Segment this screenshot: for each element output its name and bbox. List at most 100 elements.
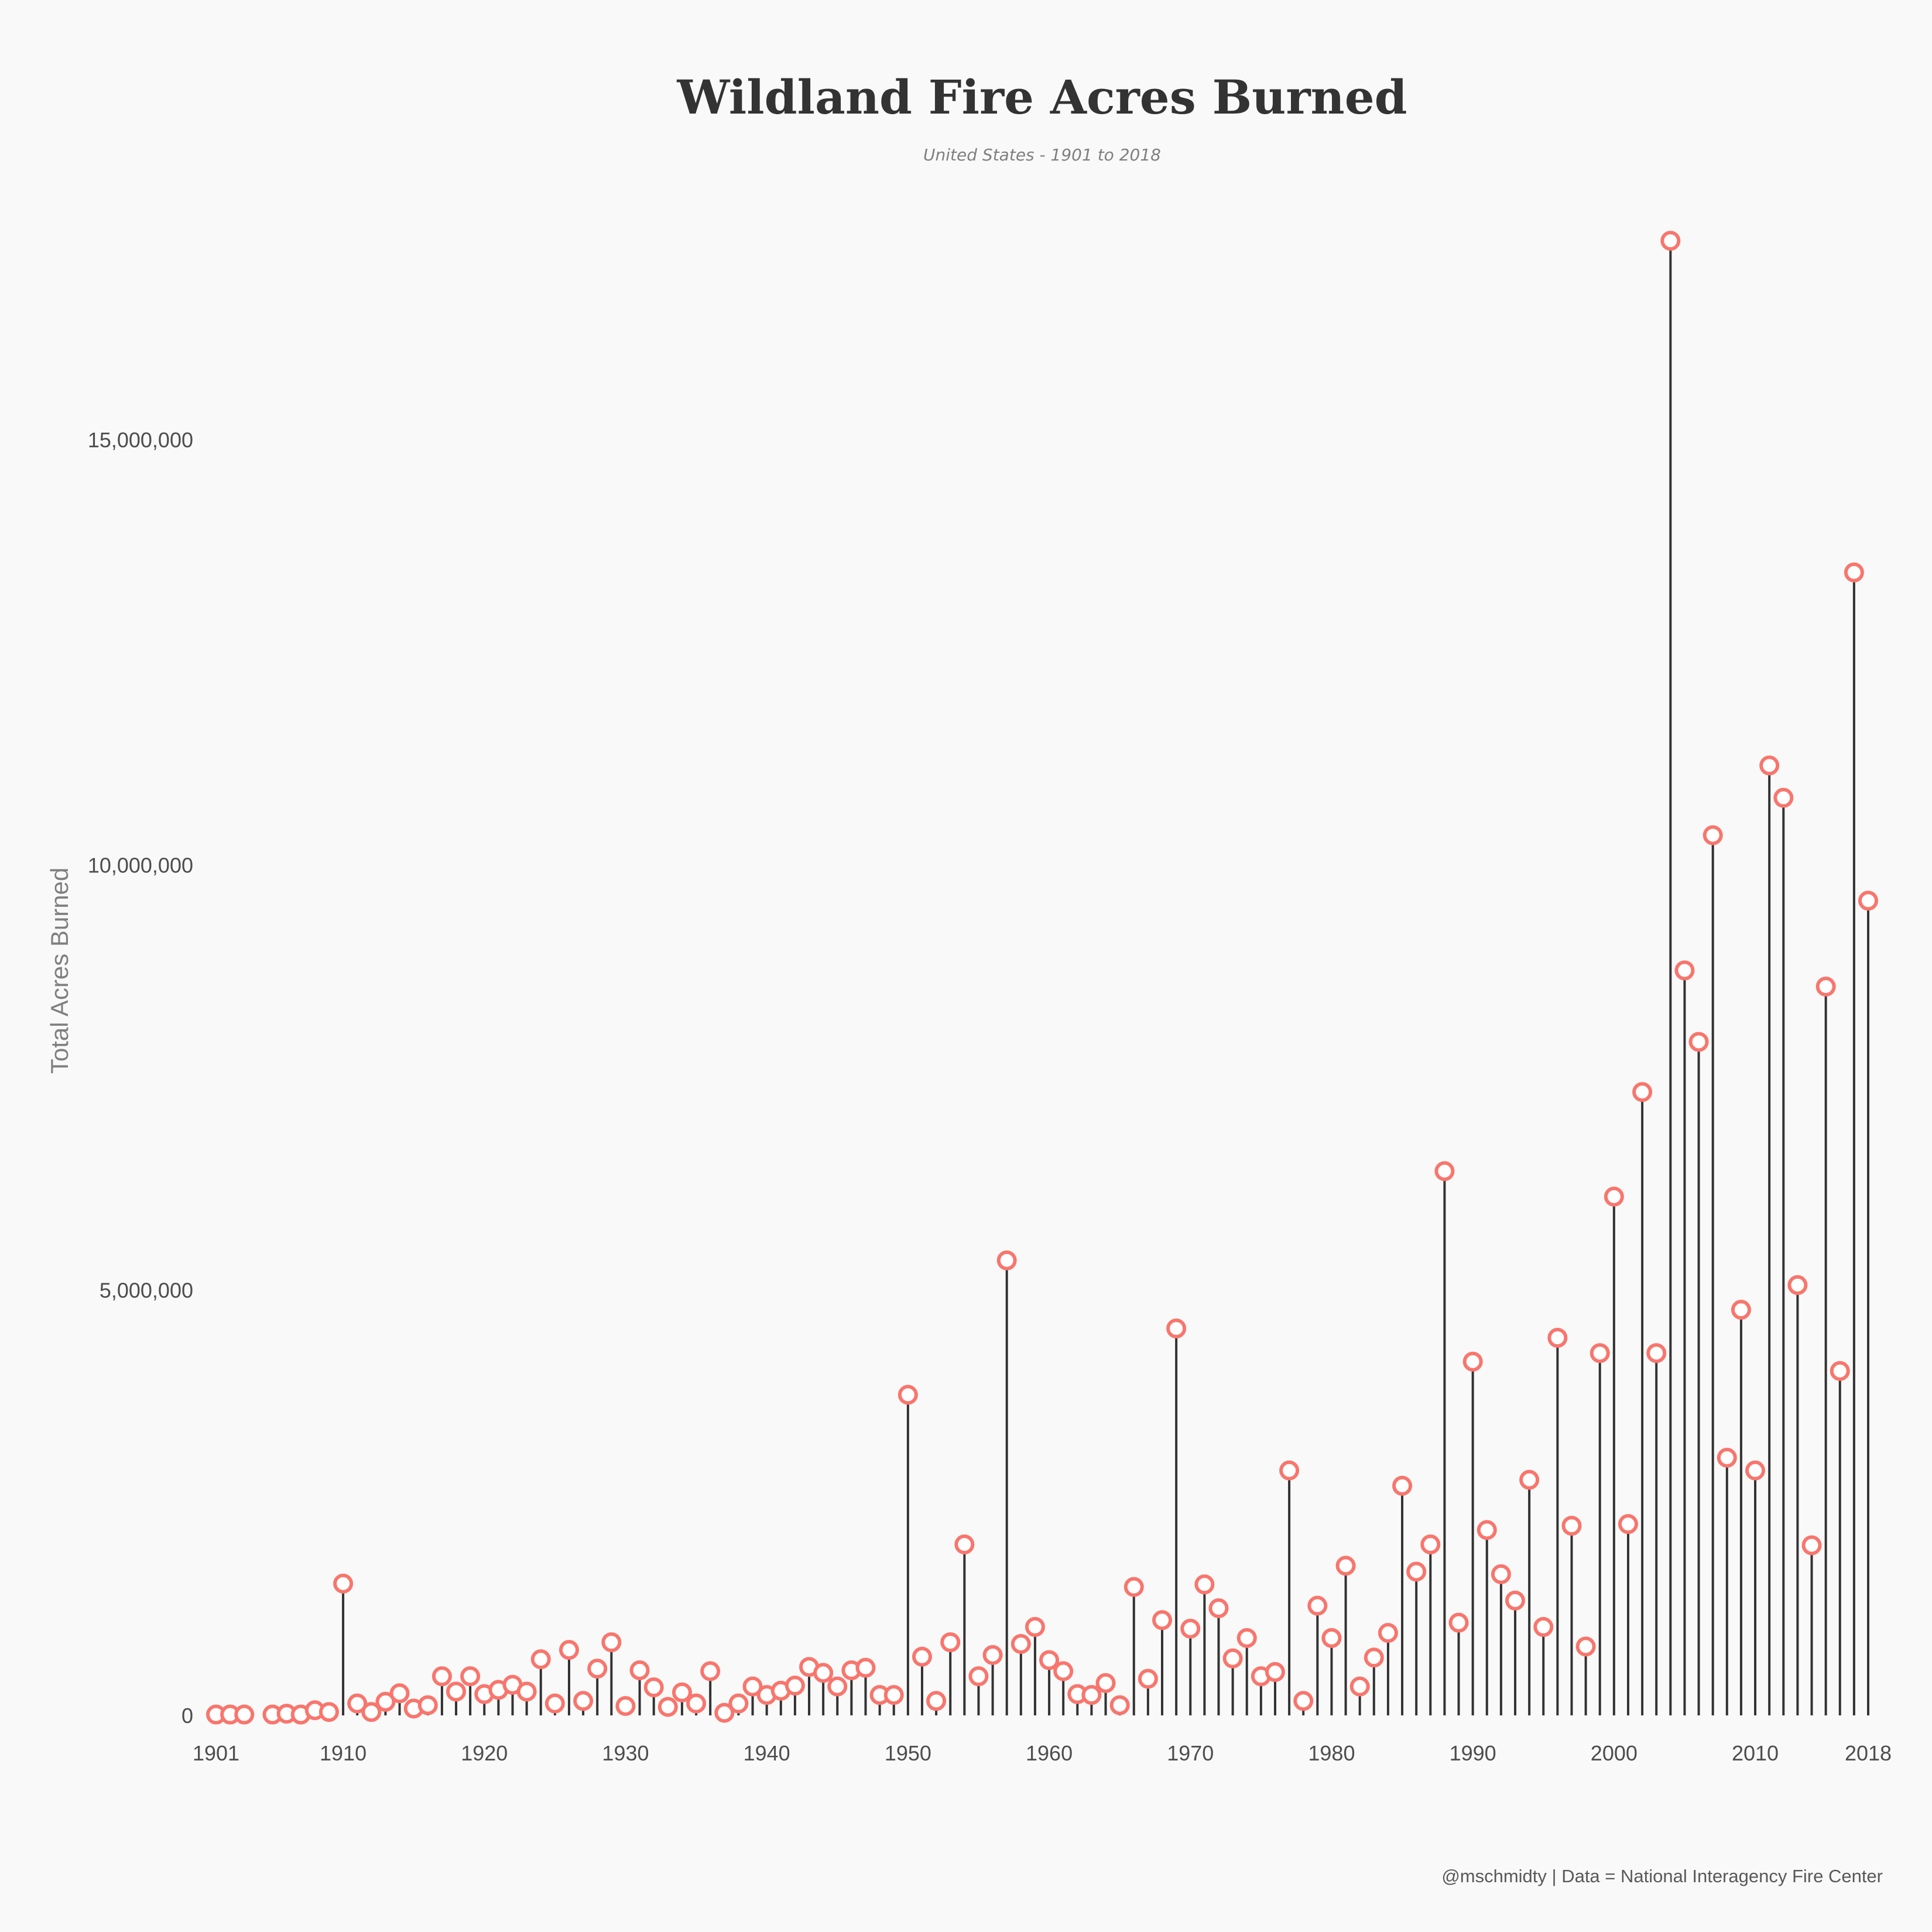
- point-1917: [431, 1666, 452, 1687]
- point-1964: [1095, 1673, 1116, 1693]
- point-1977: [1279, 1460, 1300, 1481]
- point-2013: [1787, 1275, 1808, 1295]
- point-1978: [1293, 1691, 1314, 1711]
- point-1950: [898, 1385, 918, 1405]
- point-1970: [1180, 1618, 1201, 1639]
- point-1925: [544, 1693, 565, 1714]
- point-2007: [1703, 825, 1723, 845]
- point-1956: [982, 1645, 1003, 1665]
- point-1980: [1321, 1628, 1342, 1648]
- point-1985: [1392, 1475, 1413, 1496]
- point-1942: [785, 1676, 805, 1696]
- chart-subtitle: United States - 1901 to 2018: [923, 145, 1161, 165]
- point-1994: [1519, 1469, 1540, 1490]
- point-1992: [1491, 1564, 1511, 1584]
- point-1938: [728, 1693, 749, 1714]
- point-1990: [1462, 1351, 1483, 1372]
- point-1918: [446, 1681, 467, 1702]
- point-1963: [1081, 1685, 1102, 1705]
- point-1934: [672, 1682, 692, 1703]
- x-axis-ticks: 1901 1910 1920 1930 1940 1950 1960 1970 1980 1990…: [193, 1741, 1892, 1765]
- x-tick-label: 1920: [461, 1741, 508, 1765]
- y-tick-label: 15,000,000: [88, 428, 193, 452]
- point-1986: [1406, 1561, 1427, 1582]
- y-tick-label: 5,000,000: [100, 1279, 193, 1303]
- point-1916: [417, 1695, 438, 1715]
- point-1968: [1152, 1610, 1173, 1630]
- y-axis-title: Total Acres Burned: [46, 868, 73, 1074]
- point-1924: [530, 1649, 551, 1670]
- point-1961: [1053, 1661, 1074, 1681]
- point-1988: [1434, 1161, 1455, 1181]
- point-1969: [1166, 1318, 1187, 1339]
- x-tick-label: 1930: [602, 1741, 649, 1765]
- point-1993: [1505, 1590, 1526, 1611]
- point-2017: [1844, 562, 1864, 583]
- point-1914: [389, 1683, 410, 1704]
- point-1903: [234, 1704, 255, 1725]
- point-1955: [968, 1666, 989, 1687]
- point-1931: [629, 1660, 650, 1681]
- point-1933: [657, 1697, 678, 1717]
- point-1952: [926, 1691, 947, 1711]
- point-1972: [1208, 1598, 1229, 1618]
- point-1949: [883, 1685, 904, 1705]
- point-1966: [1123, 1577, 1144, 1597]
- point-2014: [1801, 1535, 1822, 1556]
- point-2018: [1858, 890, 1878, 911]
- point-1928: [587, 1659, 608, 1679]
- point-1981: [1335, 1556, 1356, 1576]
- point-2012: [1773, 787, 1794, 808]
- point-2003: [1646, 1343, 1667, 1364]
- point-1996: [1547, 1328, 1568, 1348]
- point-1971: [1194, 1574, 1215, 1595]
- x-tick-label: 1940: [744, 1741, 790, 1765]
- point-1982: [1349, 1676, 1370, 1697]
- point-1989: [1448, 1612, 1469, 1633]
- point-1910: [333, 1573, 354, 1594]
- point-2016: [1830, 1361, 1850, 1381]
- point-1927: [573, 1691, 594, 1711]
- point-1984: [1378, 1623, 1398, 1643]
- point-1937: [714, 1703, 735, 1723]
- point-1929: [601, 1632, 622, 1653]
- point-1913: [375, 1691, 396, 1712]
- x-tick-label: 1990: [1450, 1741, 1496, 1765]
- x-tick-label: 2000: [1591, 1741, 1638, 1765]
- x-tick-label: 2018: [1845, 1741, 1892, 1765]
- point-2001: [1618, 1514, 1638, 1534]
- chart-caption: @mschmidty | Data = National Interagency…: [1441, 1866, 1883, 1886]
- point-1958: [1010, 1633, 1031, 1654]
- lollipop-points: [206, 231, 1878, 1725]
- point-1967: [1138, 1669, 1158, 1689]
- point-1953: [940, 1632, 961, 1653]
- point-1935: [686, 1693, 707, 1714]
- point-1995: [1533, 1616, 1554, 1637]
- point-1973: [1222, 1648, 1243, 1669]
- point-1912: [361, 1702, 382, 1722]
- point-1939: [742, 1676, 763, 1697]
- y-axis-ticks: 0 5,000,000 10,000,000 15,000,000: [88, 428, 193, 1728]
- point-1951: [912, 1646, 932, 1667]
- point-1919: [460, 1666, 481, 1687]
- lollipop-stems: [215, 241, 1869, 1715]
- point-2002: [1632, 1082, 1653, 1102]
- point-2010: [1745, 1460, 1766, 1481]
- point-2000: [1604, 1186, 1624, 1207]
- point-1932: [643, 1677, 664, 1698]
- point-1909: [318, 1702, 339, 1722]
- point-2008: [1717, 1447, 1737, 1468]
- point-1979: [1307, 1595, 1328, 1616]
- point-1954: [954, 1534, 975, 1555]
- x-tick-label: 1901: [193, 1741, 239, 1765]
- point-1947: [855, 1657, 876, 1678]
- point-1936: [700, 1661, 721, 1681]
- point-1930: [615, 1696, 636, 1717]
- y-tick-label: 0: [181, 1704, 193, 1728]
- point-1991: [1477, 1520, 1497, 1540]
- x-tick-label: 1960: [1026, 1741, 1073, 1765]
- x-tick-label: 1980: [1308, 1741, 1355, 1765]
- point-2005: [1674, 960, 1695, 981]
- chart-title: Wildland Fire Acres Burned: [676, 70, 1407, 125]
